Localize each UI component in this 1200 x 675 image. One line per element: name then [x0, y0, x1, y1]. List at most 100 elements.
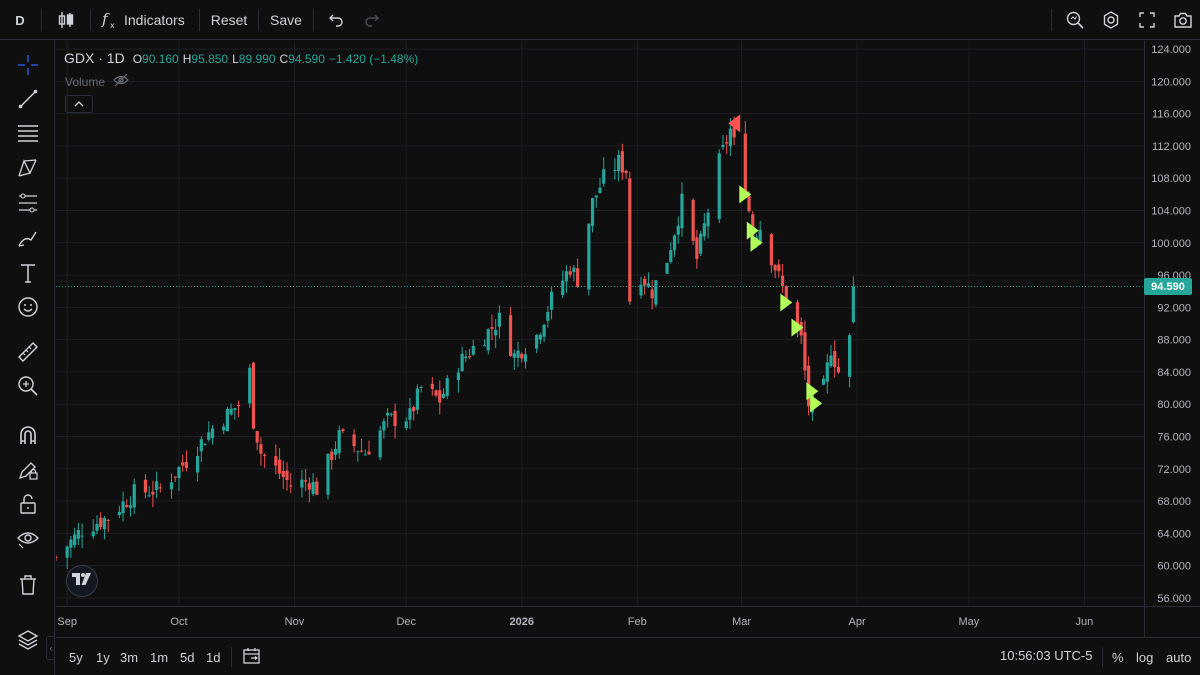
undo-button[interactable] [324, 6, 348, 34]
candle-body [76, 530, 80, 539]
chart-area[interactable]: 56.000 60.000 64.000 68.000 72.000 76.000 80.0… [56, 41, 1200, 637]
buy-marker [750, 233, 763, 252]
candle-body [169, 482, 174, 490]
candle-body [128, 505, 133, 509]
candle-body [337, 430, 341, 454]
crosshair-tool[interactable] [12, 49, 44, 81]
candle-body [117, 511, 121, 516]
y-tick-label: 84.000 [1157, 367, 1191, 379]
emoji-tool[interactable] [12, 291, 44, 323]
divider [90, 9, 91, 31]
settings-button[interactable] [1098, 6, 1124, 34]
calendar-range-icon [242, 647, 262, 668]
range-1m-button[interactable]: 1m [150, 649, 169, 665]
candle-body [155, 481, 159, 490]
tradingview-logo[interactable] [66, 565, 98, 597]
lock-tool[interactable] [12, 488, 44, 520]
reset-label: Reset [210, 12, 248, 28]
magnet-tool[interactable] [12, 419, 44, 451]
trash-icon [16, 573, 40, 597]
candle-body [549, 291, 554, 310]
collapse-legend-button[interactable] [65, 95, 93, 113]
fib-retracement-icon [16, 191, 40, 215]
horizontal-lines-icon [16, 121, 40, 145]
range-3m-button[interactable]: 3m [120, 649, 139, 665]
candle-body [620, 151, 624, 173]
auto-scale-button[interactable]: auto [1166, 649, 1192, 665]
candle-body [99, 517, 103, 528]
buy-marker [806, 382, 819, 401]
candle-body [132, 484, 136, 508]
date-range-button[interactable] [242, 646, 262, 668]
candle-body [181, 462, 185, 466]
candle-body [229, 408, 233, 415]
divider [231, 647, 232, 667]
candle-body [564, 271, 569, 282]
candle-body [732, 125, 736, 138]
interval-button[interactable]: D [8, 6, 32, 34]
range-5y-button[interactable]: 5y [69, 649, 83, 665]
collapse-toolbar-button[interactable]: ‹ [46, 636, 55, 660]
text-tool[interactable] [12, 257, 44, 289]
ruler-tool[interactable] [12, 336, 44, 368]
redo-button[interactable] [360, 6, 384, 34]
hide-drawings-tool[interactable] [12, 522, 44, 554]
candle-body [695, 237, 699, 259]
candle-body [69, 539, 73, 548]
close-label: C [279, 52, 289, 66]
y-tick-label: 80.000 [1157, 399, 1191, 411]
lock-drawings-tool[interactable] [12, 454, 44, 486]
clock-timezone[interactable]: 10:56:03 UTC-5 [1000, 648, 1093, 663]
horizontal-lines-tool[interactable] [12, 117, 44, 149]
candle-body [359, 450, 364, 452]
low-label: L [232, 52, 239, 66]
eye-hidden-icon[interactable] [113, 73, 129, 90]
candle-body [434, 390, 438, 396]
zoom-in-tool[interactable] [12, 370, 44, 402]
candle-body [624, 170, 628, 174]
range-5d-button[interactable]: 5d [180, 649, 195, 665]
y-tick-label: 72.000 [1157, 464, 1191, 476]
fullscreen-button[interactable] [1134, 6, 1160, 34]
lock-draw-icon [16, 458, 40, 482]
redo-icon [364, 12, 380, 28]
screenshot-button[interactable] [1170, 6, 1196, 34]
range-1d-button[interactable]: 1d [206, 649, 221, 665]
price-chart[interactable]: 56.000 60.000 64.000 68.000 72.000 76.000 80.0… [56, 41, 1200, 637]
chart-type-button[interactable] [52, 6, 80, 34]
camera-icon [1173, 11, 1193, 29]
x-tick-label: Jun [1076, 616, 1094, 628]
change-value: −1.420 (−1.48%) [328, 52, 419, 66]
y-tick-label: 60.000 [1157, 561, 1191, 573]
candle-body [669, 250, 673, 263]
candle-body [356, 451, 360, 453]
save-button[interactable]: Save [268, 6, 304, 34]
percent-scale-button[interactable]: % [1112, 649, 1124, 665]
trend-line-tool[interactable] [12, 83, 44, 115]
fib-retracement-tool[interactable] [12, 187, 44, 219]
candle-body [210, 428, 215, 439]
candle-body [207, 432, 211, 440]
candle-body [717, 153, 721, 220]
candles-icon [56, 10, 76, 30]
candle-body [203, 444, 207, 446]
brush-tool[interactable] [12, 222, 44, 254]
candle-body [773, 265, 777, 271]
range-1y-button[interactable]: 1y [96, 649, 110, 665]
pattern-tool[interactable] [12, 152, 44, 184]
candle-body [102, 518, 107, 530]
candle-body [341, 429, 345, 432]
candle-body [568, 271, 572, 275]
candle-body [743, 133, 747, 196]
log-scale-button[interactable]: log [1136, 649, 1154, 665]
candle-body [412, 407, 416, 412]
quick-search-button[interactable] [1062, 6, 1088, 34]
candle-body [471, 346, 475, 355]
reset-button[interactable]: Reset [208, 6, 250, 34]
object-tree-tool[interactable] [12, 624, 44, 656]
candle-body [676, 225, 680, 235]
x-tick-label: 2026 [510, 616, 534, 628]
remove-drawings-tool[interactable] [12, 569, 44, 601]
candle-body [576, 268, 580, 287]
